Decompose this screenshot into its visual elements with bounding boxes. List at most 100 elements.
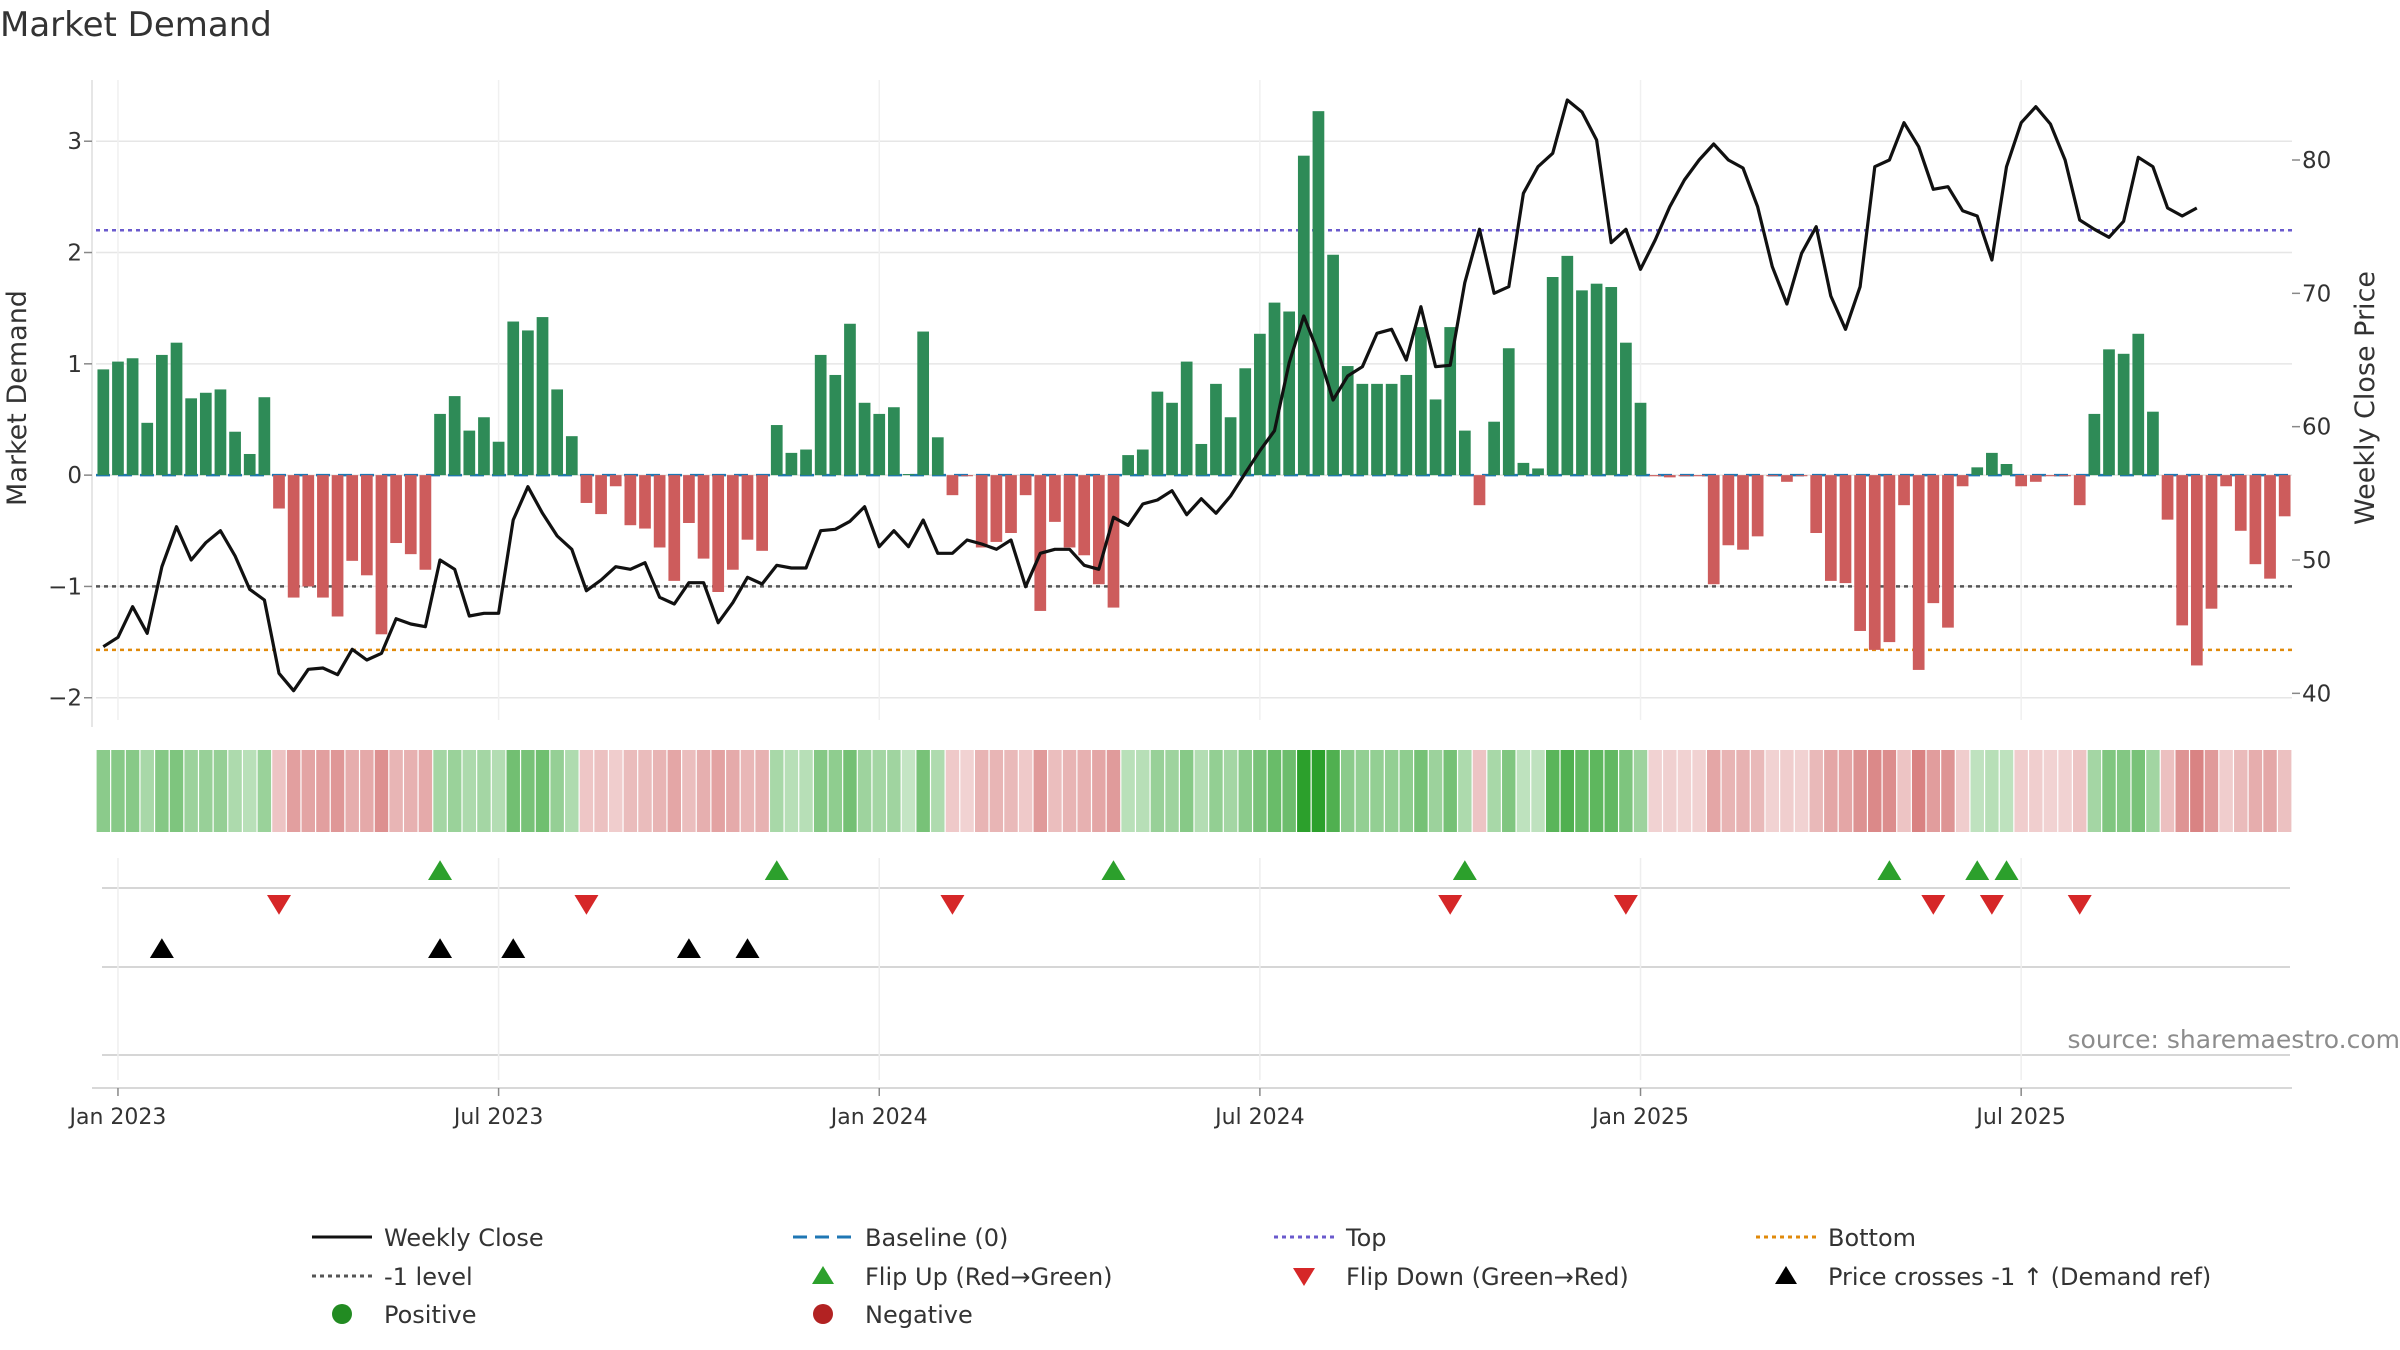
heat-cell — [887, 750, 901, 832]
demand-bar — [639, 475, 651, 529]
y2-tick-label: 60 — [2302, 415, 2331, 441]
demand-bar — [917, 331, 930, 476]
demand-bar — [2132, 333, 2145, 476]
y2-tick-label: 40 — [2302, 681, 2331, 707]
demand-bar — [2015, 475, 2028, 487]
demand-bar — [595, 475, 607, 515]
demand-bar — [1239, 368, 1252, 476]
demand-bar — [902, 474, 915, 476]
demand-bar — [1444, 327, 1457, 476]
demand-bar — [1151, 391, 1164, 476]
x-tick-label: Jan 2024 — [829, 1105, 928, 1130]
heat-cell — [301, 750, 315, 832]
heat-cell — [1736, 750, 1750, 832]
heat-cell — [433, 750, 447, 832]
demand-bar — [1195, 443, 1208, 476]
y-tick-label: −1 — [48, 574, 82, 600]
demand-bar — [1107, 475, 1120, 608]
heat-cell — [1707, 750, 1721, 832]
demand-bar — [1473, 475, 1486, 506]
demand-bar — [551, 389, 564, 476]
price-cross-marker — [676, 938, 701, 958]
heat-cell — [140, 750, 154, 832]
heat-cell — [1443, 750, 1457, 832]
heat-cell — [330, 750, 345, 832]
heat-cell — [374, 750, 389, 832]
demand-bar — [2044, 475, 2057, 477]
heat-cell — [1985, 750, 1999, 832]
heat-cell — [667, 750, 681, 832]
demand-bar — [1854, 475, 1866, 631]
heat-cell — [447, 750, 462, 832]
heat-cell — [1414, 750, 1428, 832]
demand-bar — [931, 437, 944, 476]
heat-cell — [491, 750, 506, 832]
heat-cell — [360, 750, 374, 832]
demand-bar — [287, 475, 300, 598]
demand-bar — [1371, 383, 1383, 476]
heat-cell — [1604, 750, 1618, 832]
demand-bar — [1268, 302, 1281, 476]
heat-cell — [1033, 750, 1047, 832]
heat-cell — [1370, 750, 1384, 832]
heat-cell — [1092, 750, 1106, 832]
y-tick-label: −2 — [48, 686, 82, 712]
y-tick-label: 3 — [67, 129, 82, 155]
heat-cell — [652, 750, 667, 832]
heat-cell — [1824, 750, 1838, 832]
heat-cell — [1487, 750, 1501, 832]
demand-bar — [1005, 475, 1017, 534]
heat-cell — [2204, 750, 2219, 832]
flip-down-marker — [2067, 895, 2092, 915]
flip-down-marker — [267, 895, 291, 915]
heat-cell — [1326, 750, 1340, 832]
heat-cell — [1941, 750, 1955, 832]
heat-cell — [594, 750, 608, 832]
heat-cell — [1911, 750, 1926, 832]
demand-bar — [2103, 349, 2115, 476]
demand-bar — [2278, 475, 2291, 517]
heat-cell — [1399, 750, 1413, 832]
demand-bar — [346, 475, 359, 561]
flip-up-marker — [1965, 860, 1990, 880]
demand-bar — [961, 475, 973, 477]
legend-label: Weekly Close — [384, 1224, 544, 1252]
demand-bar — [2117, 353, 2130, 476]
heat-cell — [1458, 750, 1472, 832]
demand-bar — [1634, 402, 1647, 476]
heat-cell — [1341, 750, 1355, 832]
demand-bar — [536, 317, 549, 476]
heat-cell — [2263, 750, 2277, 832]
heat-cell — [638, 750, 652, 832]
demand-bar — [1400, 374, 1413, 476]
heat-cell — [872, 750, 886, 832]
flip-down-marker — [1921, 895, 1946, 915]
heat-cell — [799, 750, 813, 832]
demand-bar — [1356, 383, 1369, 476]
demand-bar — [1210, 383, 1222, 476]
heat-cell — [1575, 750, 1589, 832]
demand-bar — [404, 475, 417, 555]
demand-bar — [1092, 475, 1105, 585]
demand-bar — [1707, 475, 1720, 585]
demand-bar — [1327, 254, 1339, 476]
demand-bar — [1122, 455, 1134, 476]
heat-cell — [784, 750, 799, 832]
heat-cell — [1355, 750, 1370, 832]
demand-bar — [756, 475, 768, 551]
heat-cell — [623, 750, 638, 832]
heat-cell — [389, 750, 403, 832]
demand-bar — [375, 475, 388, 635]
heat-cell — [2058, 750, 2072, 832]
x-tick-label: Jan 2025 — [1590, 1105, 1689, 1130]
heat-cell — [1970, 750, 1984, 832]
legend-label: Negative — [865, 1301, 973, 1329]
heat-cell — [755, 750, 769, 832]
demand-bar — [1019, 475, 1032, 496]
demand-bar — [214, 389, 227, 476]
demand-bar — [1254, 333, 1266, 476]
demand-bar — [448, 396, 461, 476]
heat-cell — [228, 750, 242, 832]
heat-cell — [1619, 750, 1633, 832]
demand-bar — [1429, 399, 1442, 476]
